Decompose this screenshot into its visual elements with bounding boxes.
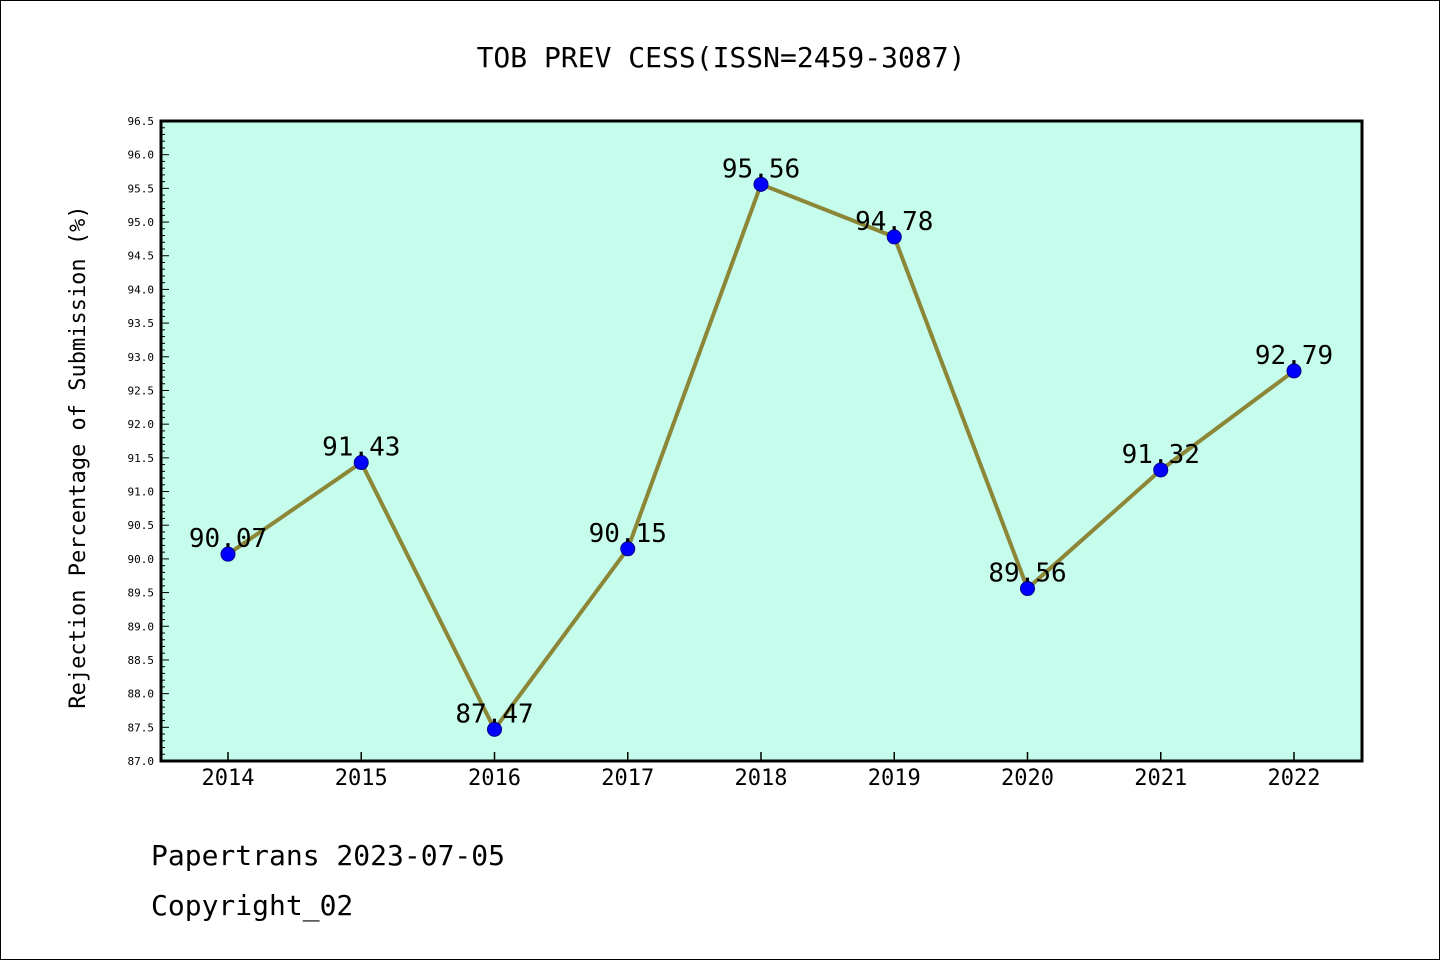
data-label: 90.15 bbox=[589, 519, 667, 549]
data-label: 89.56 bbox=[988, 559, 1066, 589]
data-point bbox=[1153, 462, 1169, 478]
y-tick-label: 93.5 bbox=[128, 317, 155, 330]
y-tick-label: 88.0 bbox=[128, 688, 155, 701]
footer-copyright: Copyright_02 bbox=[151, 889, 353, 923]
y-tick-label: 95.5 bbox=[128, 182, 155, 195]
y-tick-label: 90.5 bbox=[128, 519, 155, 532]
data-label: 92.79 bbox=[1255, 341, 1333, 371]
data-point bbox=[1020, 581, 1035, 597]
y-tick-label: 90.0 bbox=[128, 553, 155, 566]
x-tick-label: 2016 bbox=[468, 766, 521, 791]
y-axis: 87.0 87.5 88.0 88.5 89.0 89.5 90.0 90.5 91.0 91.5… bbox=[128, 115, 169, 768]
chart-title: TOB PREV CESS(ISSN=2459-3087) bbox=[477, 41, 966, 74]
footer-date: Papertrans 2023-07-05 bbox=[151, 839, 505, 872]
data-point bbox=[487, 721, 502, 737]
data-labels: 90.07 91.43 87.47 90.15 95.56 94.78 89.56 91.32… bbox=[189, 154, 1333, 729]
y-tick-label: 91.5 bbox=[128, 452, 155, 465]
data-label: 87.47 bbox=[455, 699, 533, 729]
y-tick-label: 93.0 bbox=[128, 351, 155, 364]
y-tick-label: 96.5 bbox=[128, 115, 155, 128]
data-point bbox=[220, 546, 236, 562]
y-tick-label: 87.5 bbox=[128, 721, 155, 734]
x-tick-label: 2021 bbox=[1134, 766, 1187, 791]
data-label: 94.78 bbox=[855, 207, 933, 237]
data-point bbox=[353, 455, 369, 471]
y-tick-label: 89.5 bbox=[128, 587, 155, 600]
x-tick-label: 2020 bbox=[1001, 766, 1054, 791]
series-markers bbox=[220, 176, 1302, 737]
x-tick-label: 2022 bbox=[1268, 766, 1321, 791]
x-tick-label: 2017 bbox=[601, 766, 654, 791]
x-tick-label: 2014 bbox=[202, 766, 255, 791]
data-point bbox=[753, 176, 769, 192]
x-tick-label: 2018 bbox=[735, 766, 788, 791]
y-tick-label: 94.0 bbox=[128, 283, 155, 296]
y-tick-label: 89.0 bbox=[128, 620, 155, 633]
data-label: 90.07 bbox=[189, 524, 267, 554]
data-point bbox=[620, 541, 636, 557]
x-tick-label: 2015 bbox=[335, 766, 388, 791]
plot-area bbox=[159, 119, 1364, 763]
y-tick-label: 87.0 bbox=[128, 755, 155, 768]
y-tick-label: 95.0 bbox=[128, 216, 155, 229]
data-label: 95.56 bbox=[722, 154, 800, 184]
data-point bbox=[1286, 363, 1302, 379]
y-tick-label: 94.5 bbox=[128, 250, 155, 263]
data-label: 91.43 bbox=[322, 433, 400, 463]
y-axis-label: Rejection Percentage of Submission (%) bbox=[66, 205, 91, 708]
y-tick-label: 88.5 bbox=[128, 654, 155, 667]
y-tick-label: 91.0 bbox=[128, 486, 155, 499]
y-tick-label: 96.0 bbox=[128, 149, 155, 162]
y-tick-label: 92.0 bbox=[128, 418, 155, 431]
y-tick-label: 92.5 bbox=[128, 384, 155, 397]
x-tick-label: 2019 bbox=[868, 766, 921, 791]
x-axis: 2014 2015 2016 2017 2018 2019 2020 2021 2022 bbox=[202, 752, 1321, 791]
data-point bbox=[886, 229, 902, 245]
data-label: 91.32 bbox=[1122, 440, 1200, 470]
